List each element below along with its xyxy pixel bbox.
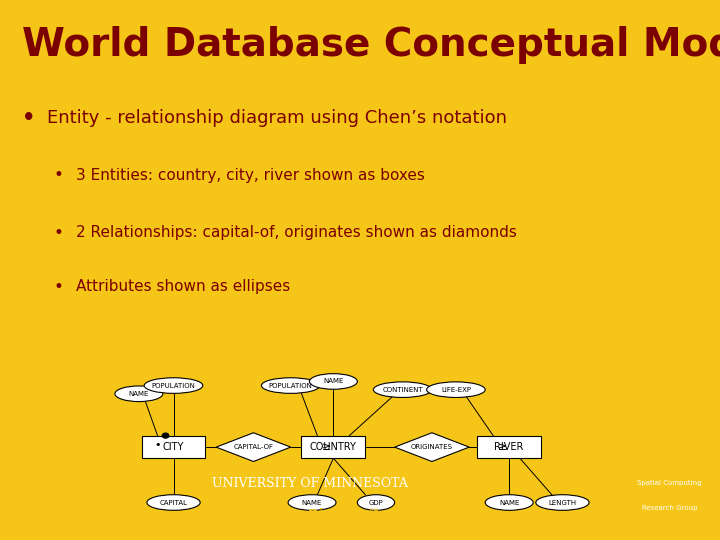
Text: 3 Entities: country, city, river shown as boxes: 3 Entities: country, city, river shown a… [76, 168, 425, 183]
Text: NAME: NAME [302, 500, 323, 505]
Text: •: • [22, 108, 35, 128]
Text: CAPITAL: CAPITAL [160, 500, 187, 505]
Polygon shape [395, 433, 469, 462]
Text: NAME: NAME [129, 391, 149, 397]
FancyBboxPatch shape [477, 436, 541, 458]
Ellipse shape [147, 495, 200, 510]
Text: POPULATION: POPULATION [269, 382, 312, 389]
Text: Spatial Computing: Spatial Computing [637, 480, 702, 486]
Ellipse shape [310, 374, 357, 389]
Ellipse shape [426, 382, 485, 397]
Text: GDP: GDP [369, 500, 383, 505]
Text: Driven to Discover℠: Driven to Discover℠ [238, 508, 381, 521]
Ellipse shape [485, 495, 534, 510]
Text: Research Group: Research Group [642, 505, 697, 511]
Ellipse shape [357, 495, 395, 510]
Text: NAME: NAME [323, 379, 343, 384]
Ellipse shape [374, 382, 432, 397]
Text: NAME: NAME [499, 500, 519, 505]
Ellipse shape [288, 495, 336, 510]
Text: ≥: ≥ [323, 442, 332, 452]
Circle shape [162, 433, 168, 438]
Ellipse shape [144, 378, 203, 393]
Text: RIVER: RIVER [495, 442, 524, 452]
Text: COUNTRY: COUNTRY [310, 442, 357, 452]
Text: POPULATION: POPULATION [152, 382, 195, 389]
Text: ≥: ≥ [498, 442, 508, 452]
Ellipse shape [115, 386, 163, 402]
Text: Attributes shown as ellipses: Attributes shown as ellipses [76, 279, 290, 294]
Text: Entity - relationship diagram using Chen’s notation: Entity - relationship diagram using Chen… [47, 109, 507, 127]
Text: ORIGINATES: ORIGINATES [411, 444, 453, 450]
Text: World Database Conceptual Model: World Database Conceptual Model [22, 25, 720, 64]
Text: •: • [54, 166, 64, 184]
Text: 2 Relationships: capital-of, originates shown as diamonds: 2 Relationships: capital-of, originates … [76, 225, 516, 240]
Polygon shape [216, 433, 291, 462]
Text: CONTINENT: CONTINENT [382, 387, 423, 393]
Text: •: • [54, 278, 64, 295]
FancyBboxPatch shape [142, 436, 205, 458]
Ellipse shape [261, 378, 320, 393]
Text: •: • [154, 440, 161, 450]
Text: •: • [54, 224, 64, 242]
Text: CITY: CITY [163, 442, 184, 452]
Text: CAPITAL-OF: CAPITAL-OF [233, 444, 274, 450]
Text: LIFE-EXP: LIFE-EXP [441, 387, 471, 393]
Ellipse shape [536, 495, 589, 510]
Text: LENGTH: LENGTH [549, 500, 577, 505]
Text: UNIVERSITY OF MINNESOTA: UNIVERSITY OF MINNESOTA [212, 477, 408, 490]
FancyBboxPatch shape [302, 436, 365, 458]
